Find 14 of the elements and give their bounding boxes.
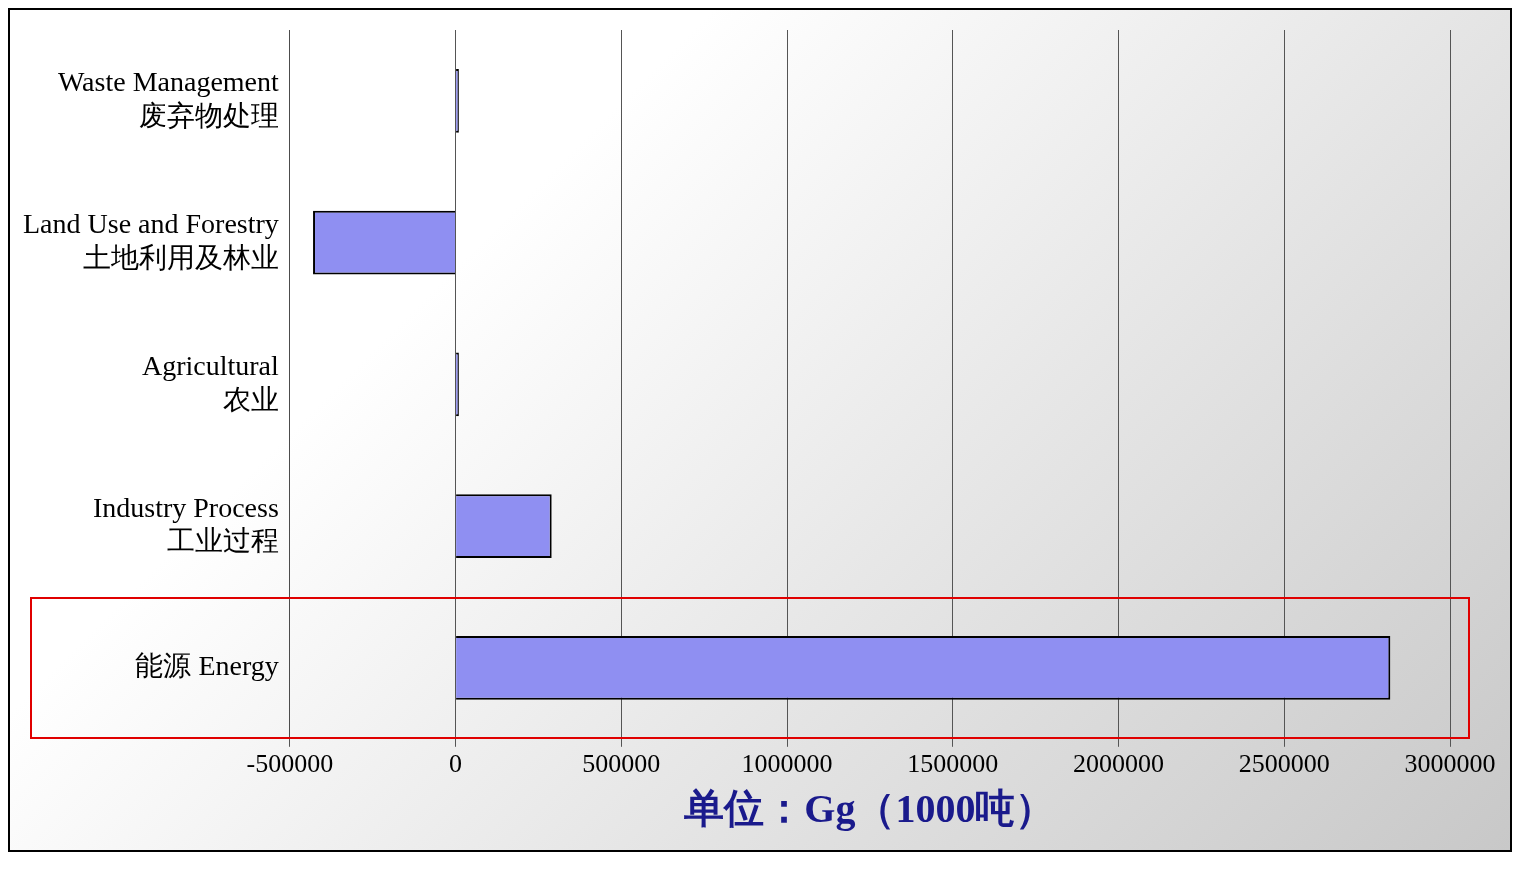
x-tick-label: 1500000 [907, 749, 999, 779]
x-tick-label: 500000 [582, 749, 661, 779]
y-tick-label: Industry Process 工业过程 [92, 491, 279, 557]
y-tick-label: 能源 Energy [135, 650, 279, 682]
y-tick-label: Waste Management 废弃物处理 [57, 66, 280, 132]
x-axis-title: 单位：Gg（1000吨） [683, 786, 1056, 832]
x-tick-label: 2500000 [1238, 749, 1330, 779]
x-tick-label: 3000000 [1404, 749, 1496, 779]
x-tick-label: -500000 [246, 749, 334, 779]
x-tick-label: 0 [449, 749, 463, 779]
x-tick-label: 1000000 [741, 749, 833, 779]
y-tick-label: Land Use and Forestry 土地利用及林业 [23, 208, 279, 273]
x-tick-label: 2000000 [1073, 749, 1165, 779]
y-tick-label: Agricultural 农业 [141, 349, 280, 415]
